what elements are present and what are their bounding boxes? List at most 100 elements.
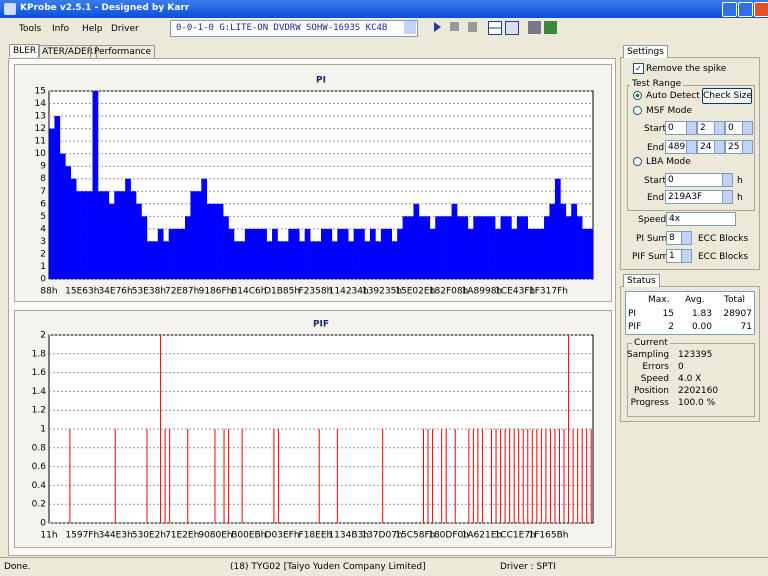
bar bbox=[136, 203, 142, 279]
checkbox[interactable]: ✓ bbox=[633, 63, 644, 74]
radio[interactable]: LBA Mode bbox=[633, 157, 691, 167]
table-cell: 28907 bbox=[723, 309, 752, 319]
current-value: 0 bbox=[678, 362, 684, 372]
bar bbox=[380, 228, 387, 279]
stop-button[interactable] bbox=[450, 22, 459, 31]
bar bbox=[527, 228, 534, 279]
current-value: 123395 bbox=[678, 350, 713, 360]
bar bbox=[505, 216, 512, 279]
field-value: 1 bbox=[669, 251, 675, 261]
text-field[interactable]: 2 bbox=[697, 121, 725, 135]
tab[interactable]: BLER bbox=[9, 44, 41, 57]
bar bbox=[495, 429, 497, 523]
field-value: 0 bbox=[668, 123, 674, 133]
dropdown-arrow[interactable] bbox=[404, 21, 416, 34]
bar bbox=[549, 429, 551, 523]
bar bbox=[76, 191, 82, 279]
menu-item[interactable]: Info bbox=[52, 24, 70, 34]
bar bbox=[272, 228, 278, 279]
y-tick-label: 2 bbox=[40, 249, 46, 259]
x-tick-label: 9186Fh bbox=[199, 287, 233, 297]
y-tick-label: 6 bbox=[40, 199, 46, 209]
bar bbox=[174, 228, 180, 279]
unit-label: ECC Blocks bbox=[698, 234, 749, 244]
drive-select[interactable] bbox=[170, 20, 418, 37]
bar bbox=[250, 228, 257, 279]
minimize-button[interactable] bbox=[722, 2, 737, 17]
field-label: Start bbox=[644, 124, 666, 134]
tab[interactable]: Performance bbox=[90, 45, 156, 58]
text-field[interactable]: 489 bbox=[665, 140, 697, 154]
status-text: Done. bbox=[4, 562, 31, 572]
x-tick-label: 344E3h bbox=[98, 531, 132, 541]
bar bbox=[489, 216, 496, 279]
bar bbox=[563, 429, 565, 523]
bar bbox=[478, 216, 485, 279]
speed-select[interactable]: 4x bbox=[666, 212, 736, 226]
start-button[interactable] bbox=[434, 22, 441, 32]
bar bbox=[472, 429, 474, 523]
bar bbox=[214, 429, 216, 523]
bar bbox=[413, 203, 420, 279]
bar bbox=[468, 429, 470, 523]
bar bbox=[429, 228, 436, 279]
bar bbox=[544, 216, 550, 279]
bar bbox=[255, 228, 262, 279]
menu-item[interactable]: Driver bbox=[111, 24, 139, 34]
text-field[interactable]: 1 bbox=[666, 249, 692, 263]
bar bbox=[587, 228, 594, 279]
text-field[interactable]: 24 bbox=[697, 140, 725, 154]
bar bbox=[581, 429, 583, 523]
bar bbox=[326, 228, 333, 279]
save-button[interactable] bbox=[468, 22, 477, 32]
bar bbox=[331, 241, 338, 279]
bar bbox=[97, 191, 104, 279]
current-value: 4.0 X bbox=[678, 374, 702, 384]
text-field[interactable]: 8 bbox=[666, 231, 692, 245]
radio[interactable]: Auto Detect bbox=[633, 91, 700, 101]
chart-button[interactable] bbox=[544, 21, 557, 34]
y-tick-label: 13 bbox=[35, 112, 46, 122]
bar bbox=[217, 203, 224, 279]
field-label: End bbox=[647, 143, 665, 153]
menu-item[interactable]: Help bbox=[82, 24, 103, 34]
text-field[interactable]: 25 bbox=[725, 140, 753, 154]
bar bbox=[59, 153, 66, 279]
bar bbox=[146, 241, 153, 279]
text-field[interactable]: 219A3F bbox=[665, 190, 733, 204]
close-button[interactable] bbox=[754, 2, 768, 17]
table-header: Max. bbox=[648, 295, 670, 305]
maximize-button[interactable] bbox=[738, 2, 753, 17]
y-tick-label: 11 bbox=[35, 137, 46, 147]
layout-button[interactable] bbox=[505, 21, 519, 35]
bar bbox=[119, 191, 126, 279]
text-field[interactable]: 0 bbox=[725, 121, 753, 135]
y-tick-label: 10 bbox=[35, 149, 47, 159]
table-cell: 0.00 bbox=[691, 322, 712, 332]
bar bbox=[504, 429, 506, 523]
radio-label: LBA Mode bbox=[646, 157, 691, 167]
bar bbox=[536, 429, 538, 523]
bar bbox=[185, 216, 191, 279]
status-table bbox=[625, 291, 755, 335]
tool-button[interactable] bbox=[528, 21, 541, 34]
bar bbox=[408, 216, 414, 279]
bar bbox=[130, 191, 137, 279]
text-field[interactable]: 0 bbox=[665, 121, 697, 135]
bar bbox=[187, 429, 189, 523]
layout-button[interactable] bbox=[488, 21, 502, 35]
bar bbox=[391, 241, 398, 279]
x-tick-label: 1CC1E7h bbox=[495, 531, 536, 541]
tab[interactable]: ATER/ADER bbox=[38, 45, 97, 58]
group-tab: Settings bbox=[623, 45, 668, 58]
bar bbox=[441, 429, 443, 523]
current-label: Errors bbox=[642, 362, 669, 372]
status-group bbox=[620, 286, 760, 422]
menu-item[interactable]: Tools bbox=[19, 24, 42, 34]
x-tick-label: 9080Eh bbox=[198, 531, 232, 541]
check-size-button[interactable]: Check Size bbox=[702, 88, 752, 104]
radio[interactable]: MSF Mode bbox=[633, 106, 692, 116]
current-label: Sampling bbox=[627, 350, 670, 360]
text-field[interactable]: 0 bbox=[665, 173, 733, 187]
bar bbox=[402, 216, 409, 279]
